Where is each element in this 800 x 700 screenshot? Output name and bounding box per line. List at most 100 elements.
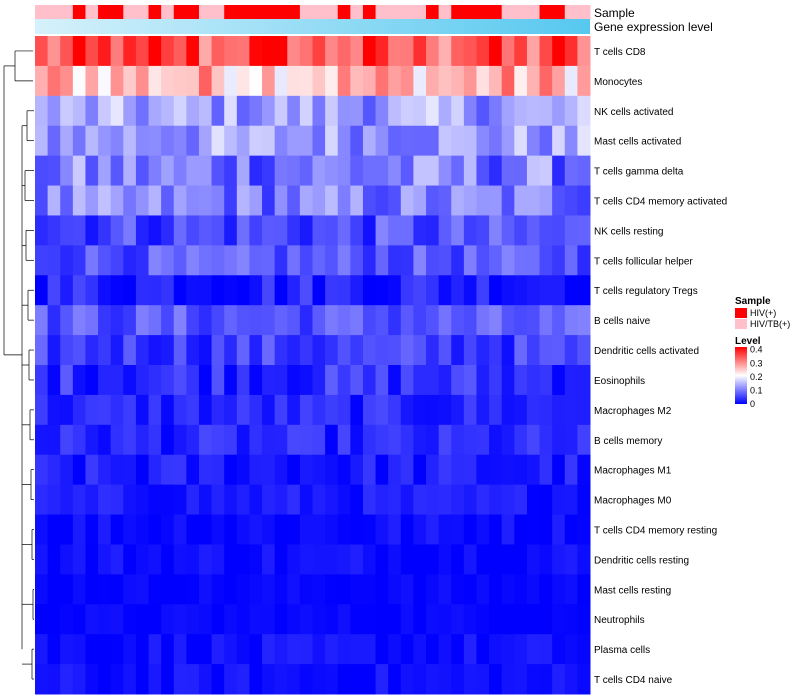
heatmap-cell <box>249 604 263 635</box>
heatmap-cell <box>312 335 326 366</box>
heatmap-cell <box>135 484 150 516</box>
heatmap-cell <box>501 544 515 575</box>
heatmap-cell <box>476 484 490 516</box>
heatmap-cell <box>224 95 238 127</box>
heatmap-cell <box>249 185 263 216</box>
heatmap-cell <box>564 215 578 246</box>
heatmap-cell <box>413 125 427 157</box>
heatmap-cell <box>539 125 553 157</box>
heatmap-cell <box>249 484 263 516</box>
heatmap-cell <box>211 454 225 486</box>
heatmap-cell <box>123 185 137 216</box>
heatmap-cell <box>72 484 86 516</box>
heatmap-cell <box>148 454 162 486</box>
heatmap-cell <box>186 604 200 635</box>
heatmap-cell <box>299 365 313 396</box>
heatmap-cell <box>262 394 276 426</box>
heatmap-cell <box>236 185 250 216</box>
heatmap-cell <box>325 215 339 246</box>
heatmap-cell <box>564 604 578 635</box>
heatmap-cell <box>236 335 250 366</box>
heatmap-cell <box>501 95 515 127</box>
sample-annotation-cell <box>476 5 490 19</box>
heatmap-cell <box>514 125 528 157</box>
heatmap-cell <box>564 155 578 187</box>
heatmap-cell <box>476 335 490 366</box>
heatmap-cell <box>577 65 591 97</box>
heatmap-cell <box>388 424 402 456</box>
heatmap-cell <box>577 544 591 575</box>
heatmap-cell <box>489 305 503 336</box>
heatmap-cell <box>501 424 515 456</box>
heatmap-cell <box>426 484 440 516</box>
heatmap-cell <box>362 664 377 695</box>
heatmap-cell <box>375 574 389 605</box>
heatmap-cell <box>539 454 553 486</box>
heatmap-cell <box>388 95 402 127</box>
heatmap-cell <box>262 155 276 187</box>
heatmap-cell <box>501 454 515 486</box>
heatmap-cell <box>514 634 528 665</box>
heatmap-cell <box>198 365 213 396</box>
sample-annotation-cell <box>35 5 49 19</box>
heatmap-cell <box>148 95 162 127</box>
heatmap-cell <box>224 125 238 157</box>
sample-annotation-cell <box>413 5 427 19</box>
heatmap-cell <box>186 394 200 426</box>
heatmap-cell <box>198 664 213 695</box>
heatmap-cell <box>173 514 187 545</box>
heatmap-cell <box>110 634 124 665</box>
heatmap-cell <box>350 394 364 426</box>
heatmap-cell <box>186 514 200 545</box>
heatmap-cell <box>249 365 263 396</box>
heatmap-cell <box>325 245 339 276</box>
heatmap-cell <box>564 664 578 695</box>
heatmap-cell <box>489 65 503 97</box>
heatmap-cell <box>35 275 49 306</box>
heatmap-cell <box>35 544 49 575</box>
heatmap-cell <box>85 335 99 366</box>
heatmap-cell <box>135 574 150 605</box>
heatmap-cell <box>451 215 465 246</box>
heatmap-cell <box>577 275 591 306</box>
heatmap-cell <box>274 65 288 97</box>
heatmap-cell <box>400 335 414 366</box>
heatmap-cell <box>249 394 263 426</box>
heatmap-cell <box>400 95 414 127</box>
heatmap-cell <box>85 185 99 216</box>
heatmap-cell <box>98 514 112 545</box>
heatmap-cell <box>98 95 112 127</box>
heatmap-cell <box>211 664 225 695</box>
heatmap-cell <box>249 634 263 665</box>
heatmap-cell <box>426 125 440 157</box>
heatmap-cell <box>173 424 187 456</box>
sample-annotation-cell <box>299 5 313 19</box>
heatmap-cell <box>501 365 515 396</box>
heatmap-cell <box>476 634 490 665</box>
heatmap-cell <box>173 36 187 67</box>
heatmap-cell <box>375 335 389 366</box>
heatmap-cell <box>224 394 238 426</box>
heatmap-cell <box>451 365 465 396</box>
heatmap-cell <box>262 95 276 127</box>
heatmap-cell <box>312 215 326 246</box>
heatmap-cell <box>514 36 528 67</box>
heatmap-cell <box>85 125 99 157</box>
heatmap-cell <box>236 275 250 306</box>
sample-annotation-cell <box>463 5 477 19</box>
heatmap-cell <box>312 125 326 157</box>
heatmap-cell <box>211 95 225 127</box>
heatmap-cell <box>514 65 528 97</box>
heatmap-cell <box>123 95 137 127</box>
heatmap-cell <box>98 36 112 67</box>
heatmap-cell <box>362 185 377 216</box>
heatmap-cell <box>47 604 61 635</box>
heatmap-cell <box>274 365 288 396</box>
heatmap-cell <box>72 424 86 456</box>
heatmap-cell <box>274 185 288 216</box>
heatmap-cell <box>426 305 440 336</box>
heatmap-cell <box>426 215 440 246</box>
heatmap-cell <box>451 125 465 157</box>
heatmap-cell <box>148 125 162 157</box>
row-label: Macrophages M2 <box>594 406 672 417</box>
